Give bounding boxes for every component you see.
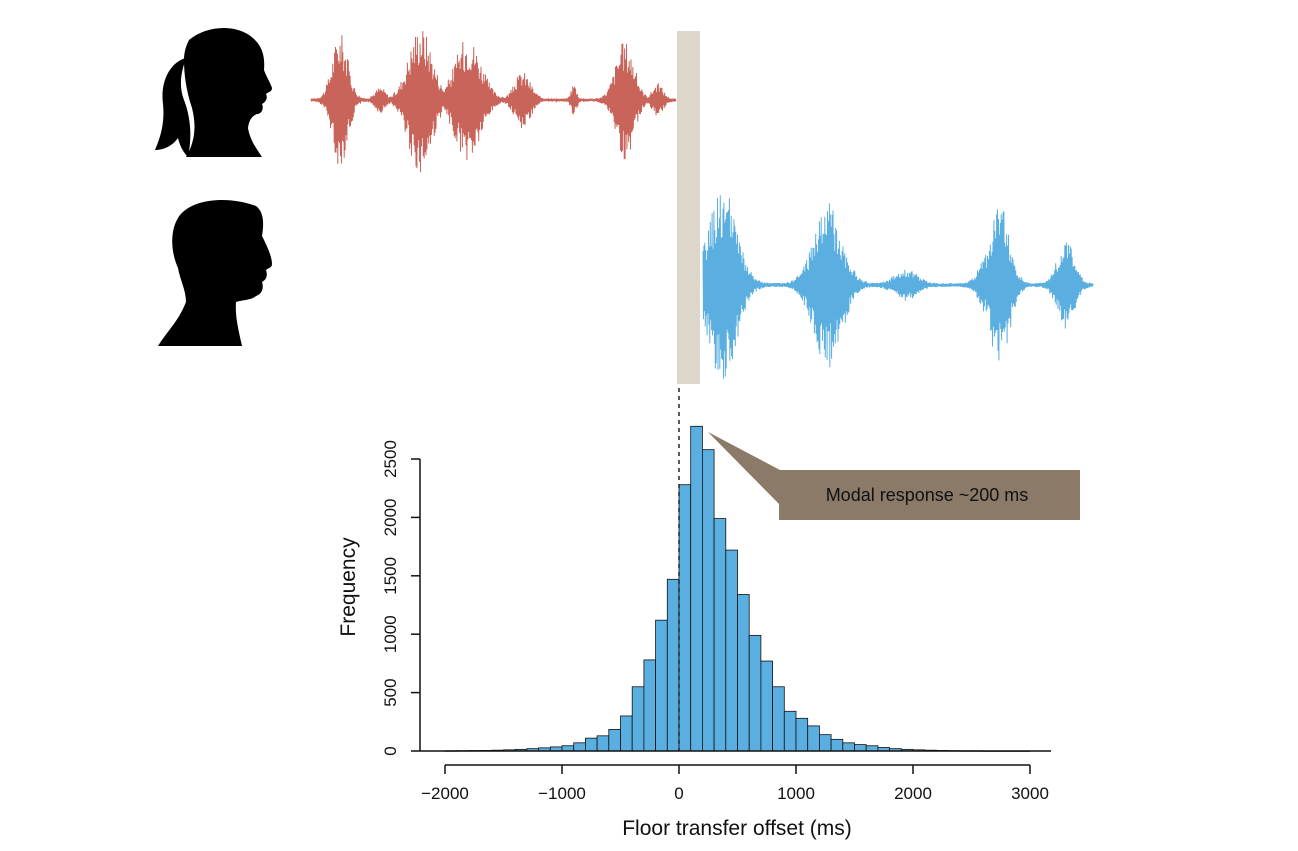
y-axis-label: Frequency: [337, 537, 360, 637]
histogram-bar: [830, 738, 844, 752]
histogram-bar: [608, 728, 621, 752]
x-tick-label: −2000: [421, 784, 469, 803]
histogram-bar: [783, 710, 797, 752]
x-tick-label: 3000: [1011, 784, 1049, 803]
histogram-bar: [819, 734, 832, 752]
histogram-bar: [842, 742, 855, 752]
x-tick-label: 2000: [894, 784, 932, 803]
histogram-bar: [795, 717, 809, 752]
y-tick-label: 1000: [381, 615, 400, 653]
x-tick-label: 0: [674, 784, 683, 803]
callout-box: [779, 470, 1080, 520]
x-tick-label: −1000: [538, 784, 586, 803]
histogram-bar: [690, 425, 703, 752]
y-axis: 0 500 1000 1500 2000 2500: [381, 440, 421, 756]
histogram-bar: [702, 449, 715, 752]
histogram-bar: [561, 745, 575, 752]
histogram-bar: [678, 484, 692, 752]
histogram-bar: [596, 735, 610, 752]
histogram-bar: [585, 737, 598, 752]
callout-pointer: [708, 432, 780, 505]
histogram-bar: [725, 549, 738, 752]
histogram-bar: [865, 745, 879, 752]
histogram-bar: [807, 725, 820, 752]
x-axis-label: Floor transfer offset (ms): [622, 817, 852, 840]
x-tick-label: 1000: [777, 784, 815, 803]
histogram-bars: [444, 425, 1031, 752]
histogram-bar: [666, 578, 680, 752]
histogram-bar: [772, 686, 785, 752]
speaker-b-waveform: [702, 195, 1094, 379]
histogram-bar: [737, 594, 750, 752]
x-axis: −2000 −1000 0 1000 2000 3000: [420, 750, 1051, 803]
y-tick-label: 1500: [381, 557, 400, 595]
histogram-bar: [854, 744, 867, 752]
histogram-bar: [760, 660, 774, 752]
histogram-bar: [631, 686, 645, 752]
woman-head-silhouette-icon: [155, 28, 272, 157]
histogram-bar: [643, 659, 657, 752]
y-tick-label: 0: [381, 746, 400, 755]
histogram-bar: [573, 742, 586, 752]
man-head-silhouette-icon: [158, 199, 272, 346]
histogram-bar: [748, 634, 762, 752]
y-tick-label: 2500: [381, 440, 400, 478]
histogram-bar: [655, 619, 668, 752]
histogram-bar: [620, 715, 633, 752]
speaker-a-waveform: [310, 31, 677, 173]
turn-gap-band: [677, 31, 700, 384]
callout-text: Modal response ~200 ms: [826, 485, 1029, 505]
histogram-bar: [713, 518, 727, 752]
y-tick-label: 2000: [381, 498, 400, 536]
y-tick-label: 500: [381, 678, 400, 706]
